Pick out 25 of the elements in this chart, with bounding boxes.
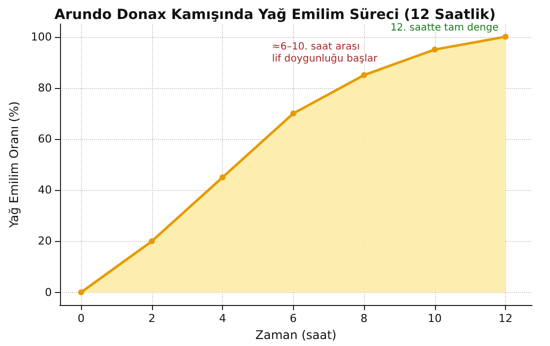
x-tick-label: 4: [219, 312, 226, 326]
x-tick-label: 10: [428, 312, 442, 326]
x-tick-label: 0: [78, 312, 85, 326]
chart-title: Arundo Donax Kamışında Yağ Emilim Süreci (12 Saatlik): [54, 7, 496, 23]
x-tick-label: 8: [360, 312, 368, 326]
x-axis-title: Zaman (saat): [255, 328, 336, 342]
point: [290, 110, 296, 116]
y-axis-title: Yağ Emilim Oranı (%): [7, 101, 21, 229]
y-tick-label: 20: [38, 234, 52, 248]
y-tick-label: 80: [38, 81, 52, 94]
point: [148, 238, 155, 244]
annotation: 12. saatte tam denge: [390, 22, 498, 34]
y-tick-label: 100: [30, 30, 52, 44]
point: [502, 34, 508, 40]
annotation: ≈6–10. saat arası lif doygunluğu başlar: [272, 42, 378, 64]
x-tick-label: 2: [148, 312, 156, 326]
point: [78, 289, 84, 296]
point: [220, 174, 226, 180]
y-tick-label: 0: [44, 286, 52, 299]
y-tick-label: 60: [38, 132, 52, 146]
point: [432, 46, 438, 53]
point: [361, 72, 368, 78]
x-tick-label: 6: [290, 312, 297, 326]
y-tick-label: 40: [38, 184, 52, 197]
x-tick-label: 12: [498, 312, 512, 326]
